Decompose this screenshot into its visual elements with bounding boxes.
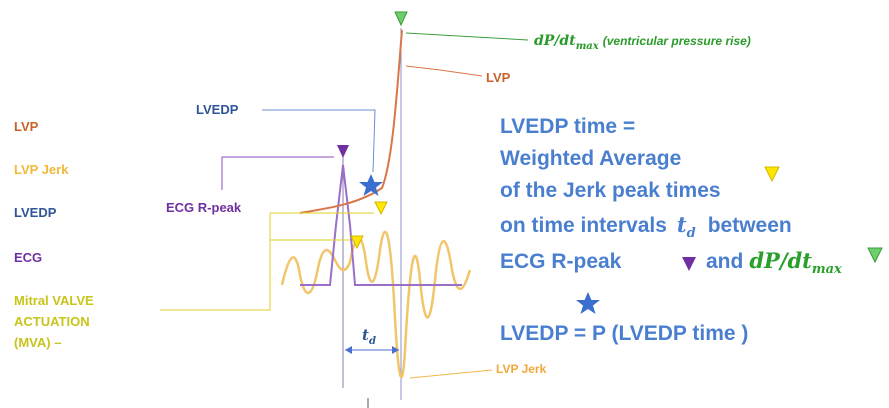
formula-line: and dP/dtmax [706,248,842,277]
leader-lvedp [262,109,376,173]
formula-line: LVEDP = P (LVEDP time ) [500,322,748,345]
r-peak-marker [337,145,349,158]
formula-line: LVEDP time = [500,115,635,138]
leader-jerk-label [409,369,493,379]
formula-line: on time intervals td between [500,212,792,241]
label-dpdt: dP/dtmax (ventricular pressure rise) [534,33,751,52]
formula-line: Weighted Average [500,147,681,170]
sub: d [687,226,696,241]
legend-lvp: LVP [14,119,39,134]
formula-line: ECG R-peak [500,250,622,273]
dpdt-note: (ventricular pressure rise) [603,34,751,48]
legend-lvedp: LVEDP [14,205,57,220]
lvedp-star [359,174,383,196]
legend-mva: (MVA) – [14,335,61,350]
label-td: td [362,326,376,347]
math: t [677,212,687,237]
legend-mva: ACTUATION [14,314,90,329]
legend-jerk: LVP Jerk [14,162,69,177]
formula-line: of the Jerk peak times [500,179,721,202]
r-peak-icon [682,257,696,271]
leader-lvp [405,65,483,77]
td: t [362,326,369,344]
leader-mva [160,213,271,311]
legend-ecg: ECG [14,250,42,265]
math: dP/dt [749,248,812,273]
star-icon [576,292,600,314]
jerk-peak [374,201,388,216]
dpdt: dP/dt [534,33,576,49]
text: between [708,214,792,237]
dpdt-marker [394,11,408,27]
text: on time intervals [500,214,667,237]
arrowhead [345,346,352,354]
jerk-peak [350,235,364,250]
lvp-jerk-wave [280,230,472,379]
label-lvp: LVP [486,70,511,85]
leader-ecg [221,156,334,190]
jerk-icon [764,166,780,183]
lvp-wave [299,29,403,214]
dpdt-sub: max [576,41,600,52]
arrowhead [392,346,399,354]
leader-dpdt [405,32,529,41]
legend-mva: Mitral VALVE [14,293,94,308]
dpdt-icon [867,247,883,264]
label-lvp-jerk: LVP Jerk [496,362,547,376]
sub: max [812,262,842,277]
label-ecg: ECG R-peak [166,200,242,215]
td-sub: d [369,336,376,347]
label-lvedp: LVEDP [196,102,239,117]
ecg-wave [300,164,462,286]
text: and [706,250,743,273]
